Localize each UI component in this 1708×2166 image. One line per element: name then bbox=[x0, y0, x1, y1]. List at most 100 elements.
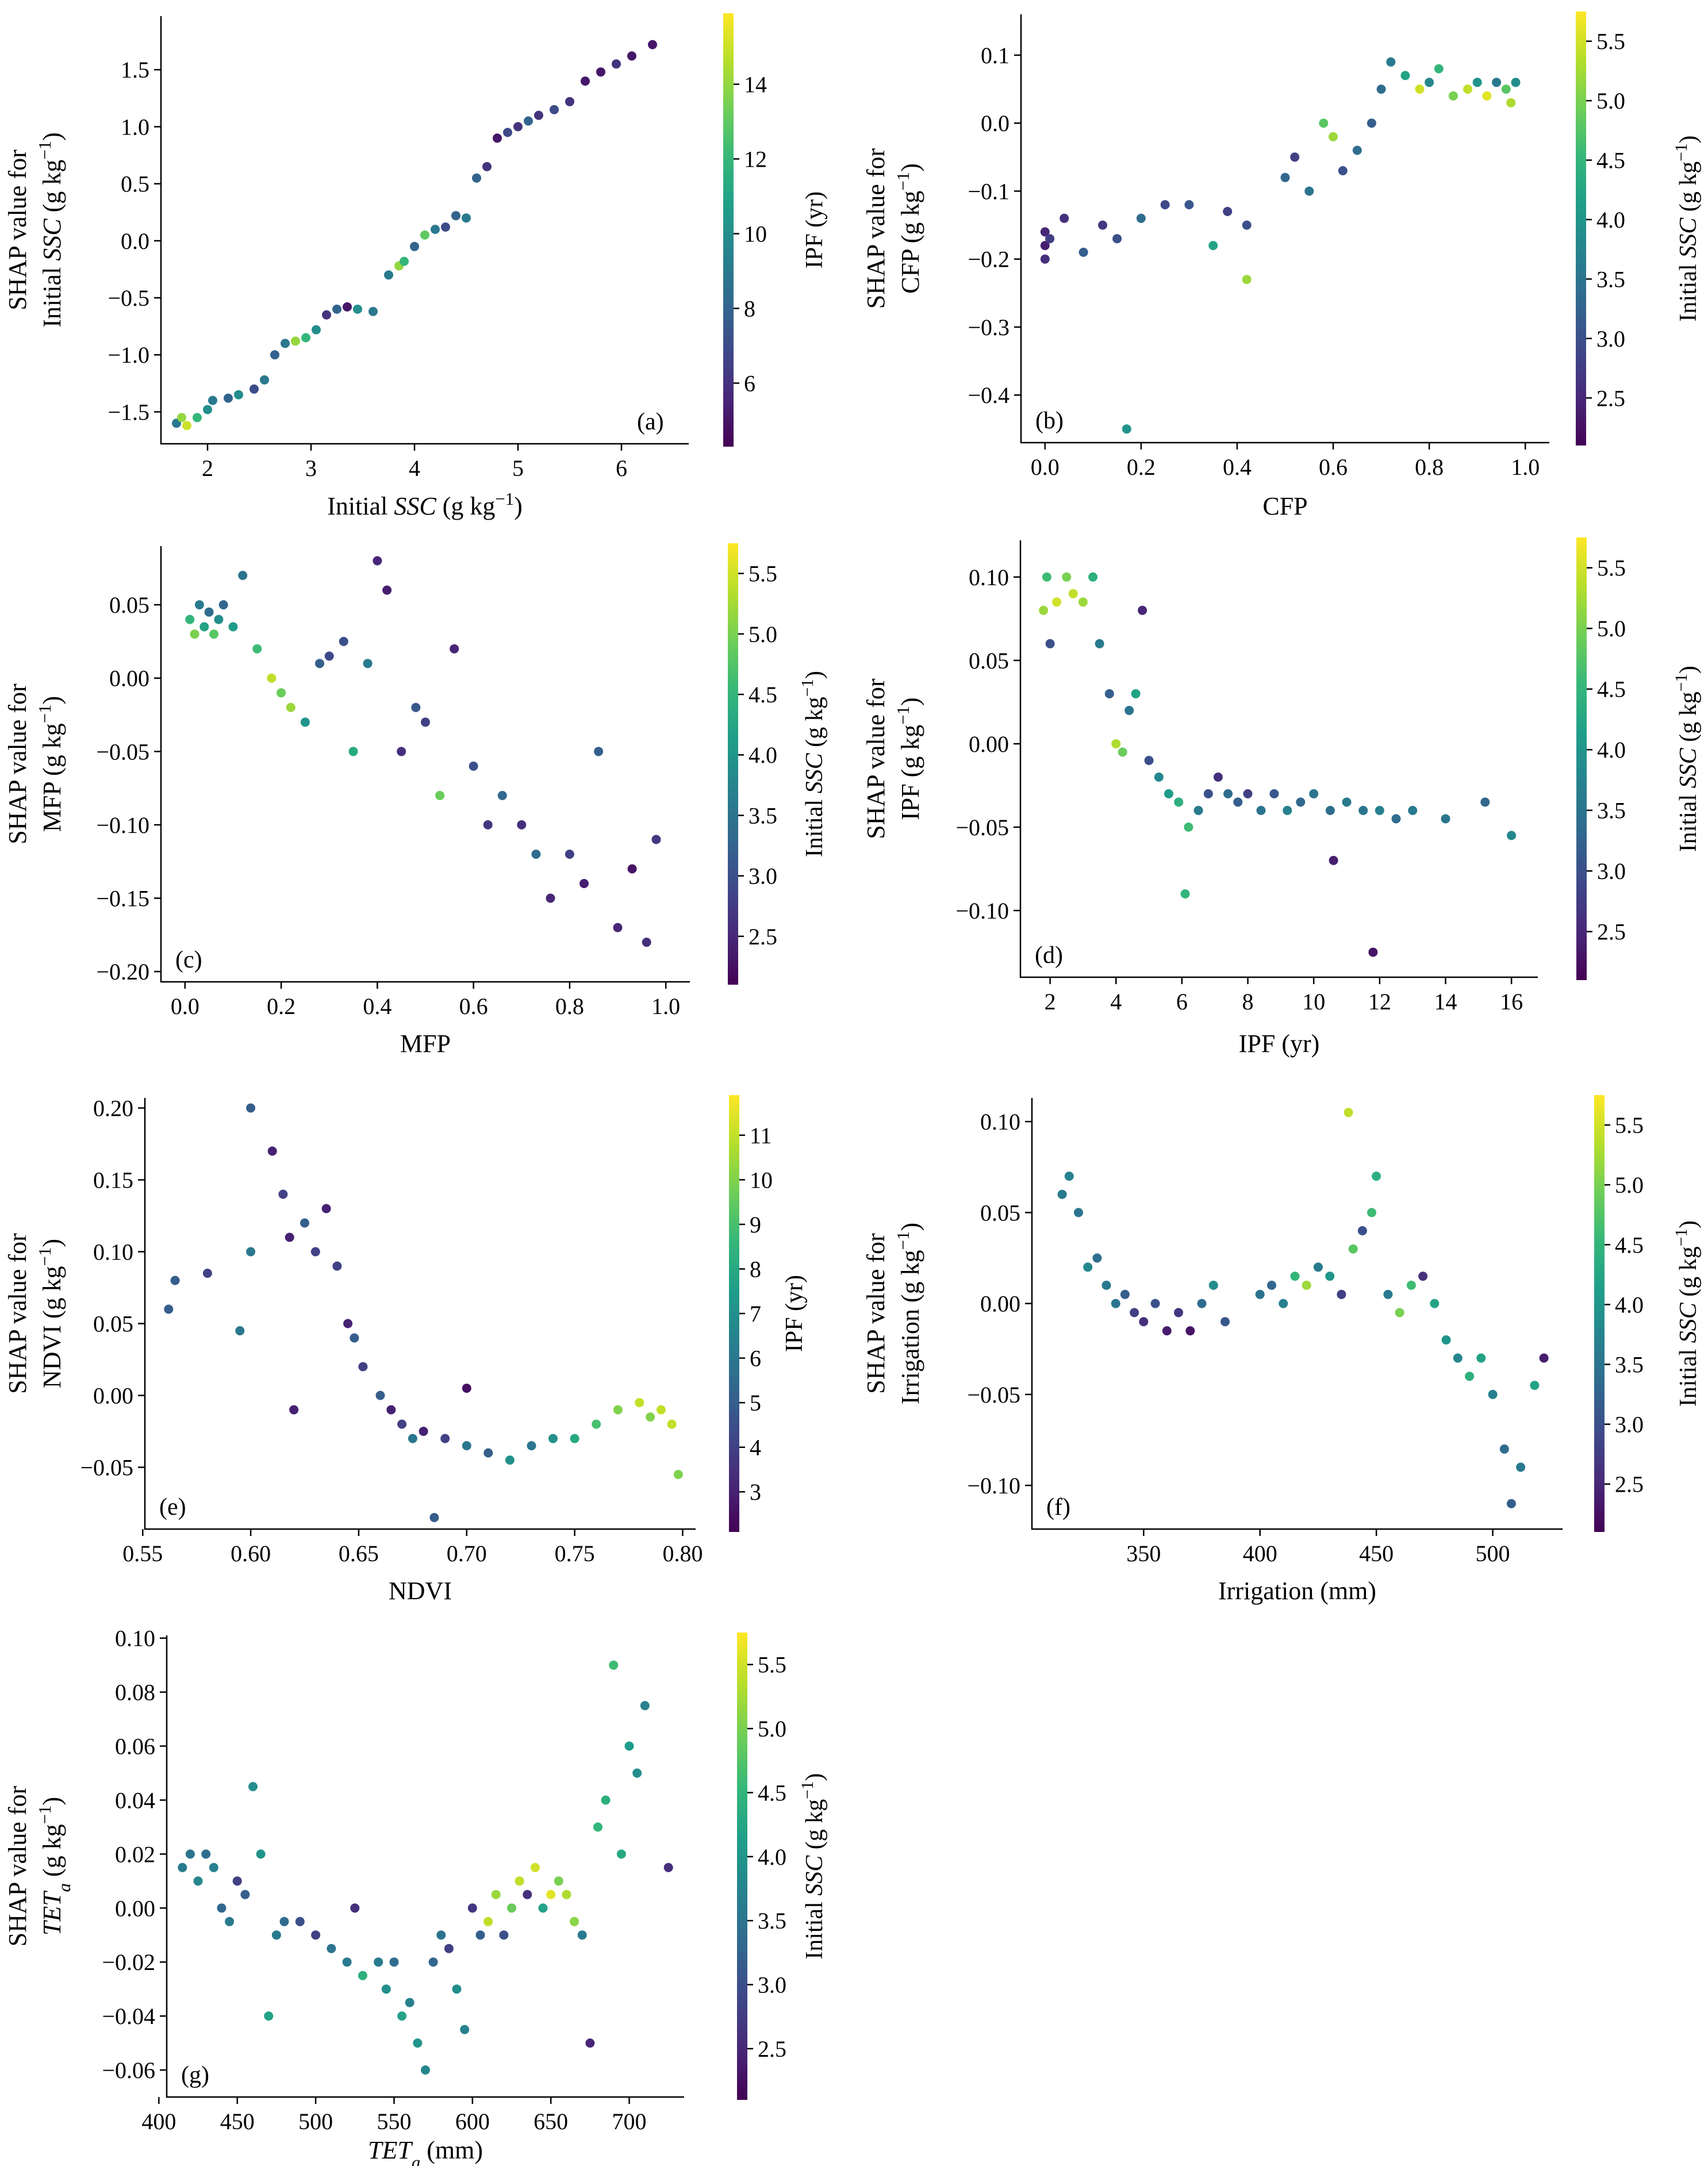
data-point bbox=[632, 1768, 642, 1778]
data-point bbox=[411, 702, 421, 712]
x-tick-label: 0.6 bbox=[459, 993, 488, 1019]
data-point bbox=[397, 747, 406, 756]
data-point bbox=[1052, 597, 1062, 607]
colorbar-tick-label: 3.0 bbox=[1615, 1412, 1644, 1438]
y-tick-label: 0.20 bbox=[93, 1096, 133, 1122]
data-point bbox=[1395, 1308, 1404, 1318]
data-point bbox=[177, 413, 186, 423]
data-point bbox=[1472, 78, 1482, 87]
x-tick-label: 550 bbox=[377, 2109, 411, 2134]
colorbar-tick-label: 5.5 bbox=[1596, 29, 1625, 55]
data-point bbox=[1530, 1381, 1540, 1390]
y-tick-label: 0.00 bbox=[109, 666, 149, 692]
data-point bbox=[431, 225, 440, 234]
data-point bbox=[1408, 805, 1418, 815]
data-point bbox=[435, 790, 445, 800]
data-point bbox=[238, 571, 248, 580]
data-point bbox=[286, 702, 295, 712]
data-point bbox=[1256, 805, 1266, 815]
data-point bbox=[1095, 639, 1104, 648]
data-point bbox=[343, 1319, 353, 1328]
data-point bbox=[483, 1917, 493, 1926]
data-point bbox=[1313, 1262, 1323, 1272]
colorbar-tick-label: 6 bbox=[750, 1346, 761, 1372]
data-point bbox=[462, 213, 471, 223]
colorbar-tick-label: 10 bbox=[744, 221, 767, 247]
y-axis-label: Irrigation (g kg−1) bbox=[893, 1223, 924, 1404]
y-tick-label: 0.10 bbox=[93, 1239, 133, 1265]
data-point bbox=[1488, 1389, 1498, 1399]
x-tick-label: 5 bbox=[512, 455, 524, 481]
colorbar bbox=[723, 13, 734, 447]
data-point bbox=[264, 2011, 274, 2021]
data-point bbox=[343, 302, 352, 312]
data-point bbox=[513, 122, 523, 132]
colorbar-tick-label: 8 bbox=[750, 1256, 761, 1282]
data-point bbox=[248, 1782, 258, 1791]
panel-g: 400 450 500 550 600 650 700 −0.06 −0.04 −0.02 0.00… bbox=[3, 1626, 828, 2166]
y-tick-label: 0.05 bbox=[969, 648, 1009, 674]
colorbar-tick-label: 2.5 bbox=[1596, 385, 1625, 411]
data-point bbox=[363, 659, 373, 669]
data-point bbox=[1040, 227, 1050, 237]
data-point bbox=[1233, 797, 1243, 807]
data-point bbox=[612, 59, 621, 69]
colorbar-tick-label: 5.0 bbox=[1597, 616, 1626, 642]
data-point bbox=[505, 1455, 515, 1465]
x-tick-label: 1.0 bbox=[1511, 454, 1540, 480]
data-point bbox=[579, 879, 589, 888]
colorbar-tick-label: 3.0 bbox=[749, 863, 777, 889]
data-point bbox=[419, 1427, 428, 1436]
data-point bbox=[1039, 605, 1049, 615]
panel-d: 2 4 6 8 10 12 14 16 −0.10 −0.05 0.00 0.05 0.10 (d) IPF… bbox=[862, 537, 1702, 1058]
data-point bbox=[1499, 1444, 1509, 1454]
data-point bbox=[324, 651, 334, 661]
panel-label: (b) bbox=[1035, 408, 1064, 434]
colorbar-tick-label: 3.5 bbox=[1615, 1351, 1644, 1377]
data-point bbox=[1516, 1462, 1526, 1472]
data-point bbox=[382, 585, 392, 595]
data-point bbox=[185, 615, 195, 624]
colorbar-tick-label: 3 bbox=[750, 1479, 761, 1505]
x-tick-label: 700 bbox=[612, 2109, 647, 2134]
data-point bbox=[565, 850, 574, 859]
colorbar-label: Initial SSC (g kg−1) bbox=[1672, 1220, 1702, 1407]
x-tick-label: 0.4 bbox=[1223, 454, 1252, 480]
x-tick-label: 400 bbox=[1243, 1541, 1277, 1566]
data-point bbox=[246, 1103, 256, 1113]
colorbar-tick-label: 4.5 bbox=[1596, 148, 1625, 174]
x-tick-label: 6 bbox=[1176, 989, 1188, 1015]
scatter-points bbox=[185, 556, 661, 947]
data-point bbox=[546, 1890, 556, 1899]
y-tick-label: 0.00 bbox=[93, 1383, 133, 1409]
data-point bbox=[450, 644, 459, 654]
data-point bbox=[499, 1930, 509, 1940]
x-tick-label: 400 bbox=[141, 2109, 176, 2134]
data-point bbox=[405, 1998, 414, 2007]
y-axis-label: SHAP value for bbox=[862, 148, 890, 309]
data-point bbox=[420, 230, 429, 240]
data-point bbox=[389, 1957, 399, 1967]
data-point bbox=[1138, 605, 1147, 615]
x-tick-label: 500 bbox=[298, 2109, 333, 2134]
colorbar bbox=[729, 1095, 739, 1532]
data-point bbox=[1074, 1208, 1083, 1218]
colorbar-tick-label: 5.5 bbox=[758, 1652, 786, 1678]
colorbar-tick-label: 11 bbox=[750, 1123, 772, 1149]
data-point bbox=[1111, 739, 1121, 748]
data-point bbox=[1120, 1289, 1130, 1299]
x-tick-label: 14 bbox=[1434, 989, 1457, 1015]
data-point bbox=[1243, 789, 1253, 798]
y-tick-label: −0.10 bbox=[96, 812, 149, 838]
x-tick-label: 0.80 bbox=[662, 1541, 703, 1566]
y-axis-label: MFP (g kg−1) bbox=[35, 696, 66, 832]
y-axis-label: SHAP value for bbox=[3, 149, 32, 310]
data-point bbox=[1092, 1253, 1102, 1263]
data-point bbox=[1193, 805, 1203, 815]
y-tick-label: −0.5 bbox=[108, 285, 149, 311]
colorbar-tick-label: 5.5 bbox=[749, 561, 777, 587]
colorbar-tick-label: 2.5 bbox=[1615, 1472, 1644, 1497]
x-tick-label: 0.0 bbox=[171, 993, 199, 1019]
data-point bbox=[240, 1890, 250, 1899]
x-tick-label: 2 bbox=[1045, 989, 1056, 1015]
